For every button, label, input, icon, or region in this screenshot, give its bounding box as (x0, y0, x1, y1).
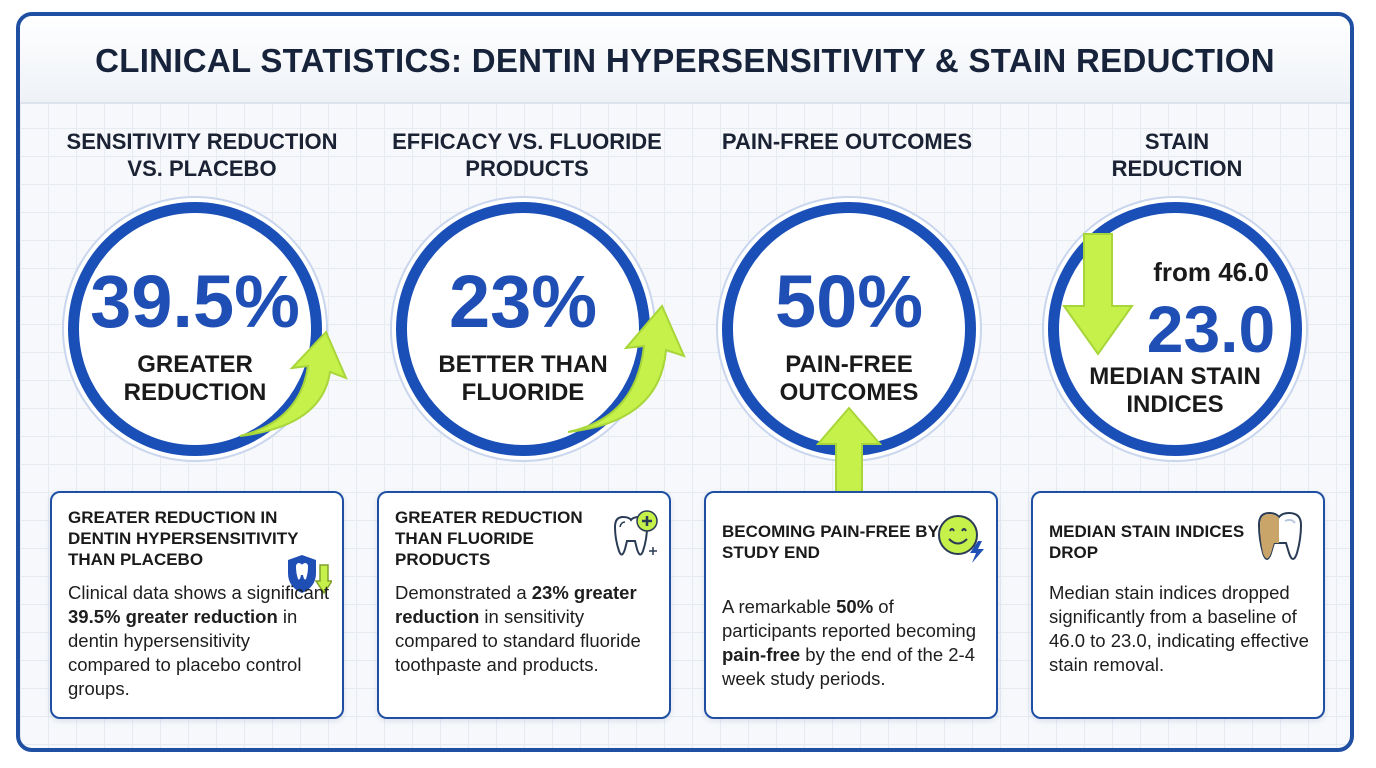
up-arrow-icon (816, 406, 882, 496)
card-title: BECOMING PAIN-FREE BY STUDY END (722, 522, 939, 562)
card-pain-free: BECOMING PAIN-FREE BY STUDY END A remark… (704, 491, 998, 719)
card-title: GREATER REDUCTION THAN FLUORIDE PRODUCTS (395, 508, 583, 569)
card-title: MEDIAN STAIN INDICES DROP (1049, 522, 1245, 562)
stat-value: 39.5% (90, 260, 300, 343)
shield-tooth-down-arrow-icon (284, 551, 332, 599)
card-body-text: of participants reported becoming (722, 596, 977, 641)
card-stain: MEDIAN STAIN INDICES DROP Median stain i… (1031, 491, 1325, 719)
card-body-highlight: 39.5% greater reduction (68, 606, 278, 627)
trend-up-arrow-icon (567, 304, 686, 433)
title-band: CLINICAL STATISTICS: DENTIN HYPERSENSITI… (20, 16, 1350, 104)
stained-tooth-icon (1255, 509, 1309, 567)
stat-from-value: from 46.0 (1095, 257, 1327, 288)
card-title: GREATER REDUCTION IN DENTIN HYPERSENSITI… (68, 508, 299, 569)
page-title: CLINICAL STATISTICS: DENTIN HYPERSENSITI… (95, 42, 1275, 79)
stat-circle-fluoride: 23% BETTER THAN FLUORIDE (396, 202, 650, 456)
stat-value: 23.0 (1146, 292, 1276, 366)
heading-fluoride: EFFICACY VS. FLUORIDE PRODUCTS (392, 129, 662, 181)
card-fluoride: GREATER REDUCTION THAN FLUORIDE PRODUCTS… (377, 491, 671, 719)
card-body-text: Demonstrated a (395, 582, 532, 603)
card-body: A remarkable 50% of participants reporte… (722, 595, 984, 691)
heading-pain-free: PAIN-FREE OUTCOMES (721, 129, 973, 154)
card-body-highlight: pain-free (722, 644, 801, 665)
tooth-plus-icon (609, 509, 661, 565)
down-arrow-icon (1062, 233, 1134, 356)
heading-stain: STAIN REDUCTION (1111, 129, 1243, 181)
card-body: Clinical data shows a significant 39.5% … (68, 581, 330, 701)
stat-from-text: from 46.0 (1153, 257, 1269, 287)
card-body-text: A remarkable (722, 596, 837, 617)
card-body-highlight: 23% greater reduction (395, 582, 637, 627)
stat-value: 50% (774, 260, 924, 343)
card-body-highlight: 50% (836, 596, 874, 617)
smiley-bolt-icon (936, 513, 988, 563)
stat-label: GREATER REDUCTION (123, 351, 267, 406)
stat-value: 23% (448, 260, 598, 343)
card-body-text: Clinical data shows a significant (68, 582, 330, 603)
card-body: Demonstrated a 23% greater reduction in … (395, 581, 657, 677)
stat-label: MEDIAN STAIN INDICES (1089, 363, 1261, 418)
trend-up-arrow-icon (239, 330, 348, 437)
stat-circle-sensitivity: 39.5% GREATER REDUCTION (68, 202, 322, 456)
heading-sensitivity: SENSITIVITY REDUCTION VS. PLACEBO (66, 129, 338, 181)
card-body-text: by the end of the 2-4 week study periods… (722, 644, 975, 689)
card-body: Median stain indices dropped significant… (1049, 582, 1309, 675)
card-sensitivity: GREATER REDUCTION IN DENTIN HYPERSENSITI… (50, 491, 344, 719)
card-body-text: in sensitivity compared to standard fluo… (395, 606, 641, 675)
stat-label: BETTER THAN FLUORIDE (438, 351, 608, 406)
card-body-text: in dentin hypersensitivity compared to p… (68, 606, 302, 699)
stat-label: PAIN-FREE OUTCOMES (779, 351, 919, 406)
